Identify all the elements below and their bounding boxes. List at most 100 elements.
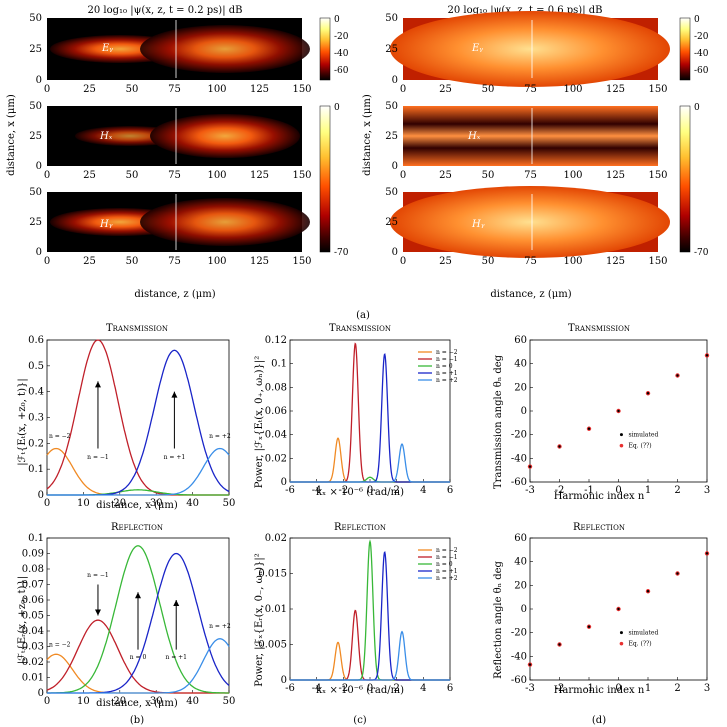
y-tick-label: 0.05 <box>22 611 44 622</box>
top-ytick: 0 <box>36 75 42 86</box>
sim-point <box>558 643 561 646</box>
legend-label: n = +1 <box>436 370 458 377</box>
y-tick-label: 0.015 <box>258 569 287 580</box>
top-ytick: 50 <box>385 101 398 112</box>
y-tick-label: 0.02 <box>22 657 44 668</box>
n-annotation: n = −1 <box>87 572 109 579</box>
top-xtick: 125 <box>606 256 625 267</box>
top-caption: (a) <box>356 310 370 321</box>
y-tick-label: 0.09 <box>22 549 44 560</box>
b-trans-curve <box>47 489 229 496</box>
b-refl-axes: 0 10 20 30 40 50 0 0.01 0.02 0.03 0.04 0.05 0.06 0.07… <box>22 533 236 707</box>
x-tick-label: 2 <box>393 683 399 694</box>
cb-l1-3: -60 <box>334 66 349 76</box>
top-xtick: 0 <box>400 170 406 181</box>
top-xtick: 75 <box>168 256 181 267</box>
top-xtick: 0 <box>400 256 406 267</box>
top-xtick: 25 <box>439 170 452 181</box>
c-caption: (c) <box>353 715 367 726</box>
x-tick-label: 40 <box>186 696 199 707</box>
y-tick-label: 0 <box>521 406 527 417</box>
top-xtick: 125 <box>250 170 269 181</box>
y-tick-label: 0.4 <box>28 387 44 398</box>
legend-label: n = −2 <box>436 547 458 554</box>
top-ytick: 50 <box>385 187 398 198</box>
heatmap-right-hy: Hᵧ <box>390 186 670 258</box>
y-tick-label: 60 <box>514 533 527 544</box>
d-trans-title: Transmission <box>568 323 630 334</box>
legend-eq-label: Eq. (??) <box>628 443 651 450</box>
b-trans-title: Transmission <box>106 323 168 334</box>
y-tick-label: 0.01 <box>265 604 287 615</box>
top-ytick: 25 <box>385 44 398 55</box>
x-tick-label: 4 <box>420 485 426 496</box>
n-annotation: n = +1 <box>164 454 186 461</box>
top-ytick: 25 <box>29 131 42 142</box>
cb-r1-2: -40 <box>694 49 709 59</box>
x-tick-label: -2 <box>555 683 565 694</box>
y-tick-label: 0.04 <box>265 430 287 441</box>
panels: Transmission Transmission Transmission R… <box>17 323 645 726</box>
top-xtick: 125 <box>606 170 625 181</box>
field-label-hx-right: Hₓ <box>467 131 481 142</box>
legend-sim-label: simulated <box>628 432 658 439</box>
top-ytick: 50 <box>29 101 42 112</box>
top-xtick: 125 <box>250 256 269 267</box>
top-ytick: 0 <box>392 161 398 172</box>
top-xtick: 150 <box>648 170 667 181</box>
top-right-xlabel: distance, z (μm) <box>490 289 571 300</box>
c-refl-curve <box>290 539 450 681</box>
y-tick-label: 0.04 <box>22 626 44 637</box>
y-tick-label: 0.1 <box>271 359 287 370</box>
top-xtick: 0 <box>400 84 406 95</box>
y-tick-label: 0.02 <box>265 533 287 544</box>
legend-label: n = +2 <box>436 575 458 582</box>
x-tick-label: -2 <box>555 485 565 496</box>
legend-label: n = −1 <box>436 356 458 363</box>
top-ytick: 0 <box>392 247 398 258</box>
x-tick-label: -6 <box>285 683 295 694</box>
x-tick-label: 1 <box>645 485 651 496</box>
sim-point <box>676 374 679 377</box>
top-xtick: 100 <box>563 256 582 267</box>
y-tick-label: -60 <box>511 675 527 686</box>
top-xtick: 150 <box>648 84 667 95</box>
x-tick-label: 6 <box>447 683 453 694</box>
y-tick-label: 0.005 <box>258 640 287 651</box>
c-xlabel-top: kₓ × 10⁻⁶ (rad/m) <box>316 487 404 498</box>
n-annotation: n = −1 <box>87 454 109 461</box>
d-trans-ylabel: Transmission angle θₙ deg <box>493 354 504 489</box>
top-right-title: 20 log₁₀ |ψ(x, z, t = 0.6 ps)| dB <box>447 5 602 16</box>
c-refl-curve <box>290 630 450 681</box>
y-tick-label: 0.6 <box>28 335 44 346</box>
top-xtick: 100 <box>563 84 582 95</box>
sim-point <box>705 354 709 357</box>
b-trans-curve <box>46 339 229 496</box>
n-annotation: n = +2 <box>209 433 231 440</box>
top-xtick: 25 <box>83 170 96 181</box>
y-tick-label: 0.03 <box>22 642 44 653</box>
heatmap-left-ey: Eᵧ <box>47 18 310 80</box>
x-tick-label: -4 <box>312 683 322 694</box>
top-xtick: 25 <box>83 256 96 267</box>
c-trans-axes: -6 -4 -2 0 2 4 6 0 0.02 0.04 0.06 0.08 0.1 0.12 n = −2… <box>265 335 458 496</box>
top-xtick: 0 <box>44 170 50 181</box>
b-xlabel-bottom: distance, x (μm) <box>96 698 178 709</box>
x-tick-label: -3 <box>525 683 535 694</box>
x-tick-label: 10 <box>77 498 90 509</box>
b-refl-curve <box>47 638 230 694</box>
sim-point <box>528 663 532 666</box>
x-tick-label: 50 <box>223 696 236 707</box>
top-xtick: 25 <box>439 256 452 267</box>
y-tick-label: 0.08 <box>265 382 287 393</box>
top-xtick: 75 <box>168 170 181 181</box>
top-ytick: 50 <box>385 13 398 24</box>
top-xtick: 0 <box>44 256 50 267</box>
d-xlabel-bottom: Harmonic index n <box>554 685 645 696</box>
top-xtick: 75 <box>524 84 537 95</box>
top-ytick: 0 <box>392 75 398 86</box>
field-label-hy: Hᵧ <box>99 219 113 230</box>
x-tick-label: 1 <box>645 683 651 694</box>
c-trans-curve <box>290 443 450 483</box>
legend-sim-label: simulated <box>628 630 658 637</box>
